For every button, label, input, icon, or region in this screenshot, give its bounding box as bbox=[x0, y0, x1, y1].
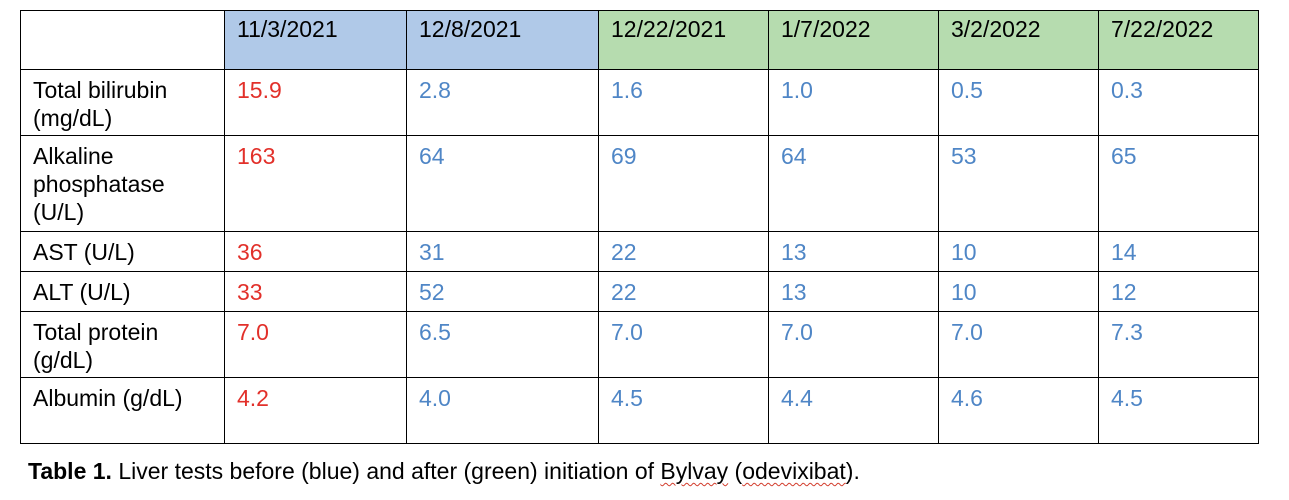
test-name-cell: Alkaline phosphatase (U/L) bbox=[20, 135, 225, 232]
date-header: 1/7/2022 bbox=[768, 10, 939, 70]
value-cell: 4.5 bbox=[1098, 377, 1259, 444]
table-row: Total protein (g/dL) 7.0 6.5 7.0 7.0 7.0… bbox=[20, 311, 1259, 378]
value-cell: 7.3 bbox=[1098, 311, 1259, 378]
test-name-cell: AST (U/L) bbox=[20, 231, 225, 272]
value-cell: 31 bbox=[406, 231, 599, 272]
value-cell: 65 bbox=[1098, 135, 1259, 232]
table-row: Alkaline phosphatase (U/L) 163 64 69 64 … bbox=[20, 135, 1259, 232]
value-cell: 10 bbox=[938, 271, 1099, 312]
test-name-cell: ALT (U/L) bbox=[20, 271, 225, 312]
value-cell: 13 bbox=[768, 231, 939, 272]
date-header: 12/22/2021 bbox=[598, 10, 769, 70]
value-cell: 4.5 bbox=[598, 377, 769, 444]
value-cell: 12 bbox=[1098, 271, 1259, 312]
caption-paren-open: ( bbox=[728, 458, 743, 484]
date-header: 12/8/2021 bbox=[406, 10, 599, 70]
value-cell: 64 bbox=[768, 135, 939, 232]
value-cell: 52 bbox=[406, 271, 599, 312]
value-cell: 2.8 bbox=[406, 69, 599, 136]
value-cell: 4.0 bbox=[406, 377, 599, 444]
table-row: ALT (U/L) 33 52 22 13 10 12 bbox=[20, 271, 1259, 312]
value-cell: 7.0 bbox=[224, 311, 407, 378]
caption-label: Table 1. bbox=[28, 458, 112, 484]
value-cell: 7.0 bbox=[938, 311, 1099, 378]
value-cell: 22 bbox=[598, 271, 769, 312]
value-cell: 1.6 bbox=[598, 69, 769, 136]
caption-text: Liver tests before (blue) and after (gre… bbox=[111, 458, 661, 484]
table-caption: Table 1. Liver tests before (blue) and a… bbox=[28, 458, 860, 485]
table-row: Albumin (g/dL) 4.2 4.0 4.5 4.4 4.6 4.5 bbox=[20, 377, 1259, 444]
drug-brand-name: Bylvay bbox=[660, 458, 729, 484]
value-cell: 4.4 bbox=[768, 377, 939, 444]
caption-paren-close: ). bbox=[845, 458, 860, 484]
value-cell: 7.0 bbox=[768, 311, 939, 378]
value-cell: 15.9 bbox=[224, 69, 407, 136]
value-cell: 4.6 bbox=[938, 377, 1099, 444]
test-name-cell: Total bilirubin (mg/dL) bbox=[20, 69, 225, 136]
value-cell: 0.5 bbox=[938, 69, 1099, 136]
value-cell: 53 bbox=[938, 135, 1099, 232]
value-cell: 7.0 bbox=[598, 311, 769, 378]
header-row: 11/3/2021 12/8/2021 12/22/2021 1/7/2022 … bbox=[20, 10, 1259, 70]
value-cell: 36 bbox=[224, 231, 407, 272]
date-header: 7/22/2022 bbox=[1098, 10, 1259, 70]
value-cell: 0.3 bbox=[1098, 69, 1259, 136]
value-cell: 13 bbox=[768, 271, 939, 312]
liver-tests-table: 11/3/2021 12/8/2021 12/22/2021 1/7/2022 … bbox=[20, 10, 1259, 444]
date-header: 11/3/2021 bbox=[224, 10, 407, 70]
drug-generic-name: odevixibat bbox=[742, 458, 846, 484]
value-cell: 14 bbox=[1098, 231, 1259, 272]
value-cell: 6.5 bbox=[406, 311, 599, 378]
value-cell: 22 bbox=[598, 231, 769, 272]
test-name-cell: Albumin (g/dL) bbox=[20, 377, 225, 444]
table-row: AST (U/L) 36 31 22 13 10 14 bbox=[20, 231, 1259, 272]
value-cell: 10 bbox=[938, 231, 1099, 272]
value-cell: 69 bbox=[598, 135, 769, 232]
value-cell: 4.2 bbox=[224, 377, 407, 444]
value-cell: 1.0 bbox=[768, 69, 939, 136]
date-header: 3/2/2022 bbox=[938, 10, 1099, 70]
value-cell: 33 bbox=[224, 271, 407, 312]
corner-cell bbox=[20, 10, 225, 70]
test-name-cell: Total protein (g/dL) bbox=[20, 311, 225, 378]
value-cell: 64 bbox=[406, 135, 599, 232]
value-cell: 163 bbox=[224, 135, 407, 232]
table-row: Total bilirubin (mg/dL) 15.9 2.8 1.6 1.0… bbox=[20, 69, 1259, 136]
